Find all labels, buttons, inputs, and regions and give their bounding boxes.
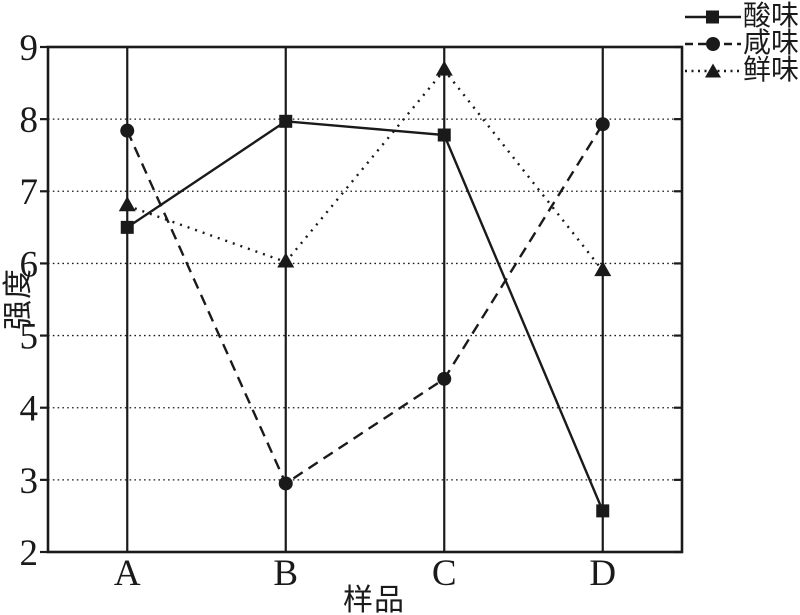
x-category-label: C xyxy=(432,553,457,594)
dotted-line-triangle-marker-icon xyxy=(684,63,741,77)
legend-label-umami: 鲜味 xyxy=(742,55,799,86)
square-marker xyxy=(279,114,293,128)
triangle-marker xyxy=(118,196,136,212)
dashed-line-circle-marker-icon xyxy=(684,36,741,51)
x-category-label: B xyxy=(273,553,298,594)
series-line-circle xyxy=(126,123,604,486)
triangle-marker xyxy=(594,261,612,277)
y-tick-label: 7 xyxy=(20,172,39,213)
y-tick-label: 4 xyxy=(20,389,39,430)
x-category-label: A xyxy=(114,553,141,594)
plot-border xyxy=(46,45,684,554)
square-marker xyxy=(596,504,610,518)
y-tick-label: 3 xyxy=(20,461,39,502)
y-tick-label: 2 xyxy=(20,533,39,574)
triangle-marker xyxy=(435,60,453,76)
y-tick-label: 5 xyxy=(20,317,39,358)
legend-label-sour: 酸味 xyxy=(742,1,799,32)
square-marker xyxy=(120,220,134,234)
legend-item-umami: 鲜味 xyxy=(684,55,799,86)
legend-label-salty: 咸味 xyxy=(742,28,799,59)
y-tick-label: 6 xyxy=(20,244,39,285)
legend-item-salty: 咸味 xyxy=(684,28,799,59)
legend-item-sour: 酸味 xyxy=(684,1,799,32)
y-tick-label: 8 xyxy=(20,100,39,141)
series-line-triangle xyxy=(126,68,604,272)
circle-marker xyxy=(120,123,135,138)
y-tick-label: 9 xyxy=(20,28,39,69)
circle-marker xyxy=(278,476,293,491)
solid-line-square-marker-icon xyxy=(684,10,741,23)
x-axis-title: 样品 xyxy=(343,584,405,615)
triangle-marker xyxy=(277,252,295,268)
circle-marker xyxy=(437,371,452,386)
chart-legend: 酸味 咸味 鲜味 xyxy=(684,1,799,86)
y-axis-title: 强度 xyxy=(2,268,35,330)
circle-marker xyxy=(595,117,610,132)
x-category-label: D xyxy=(589,553,616,594)
series-line-square xyxy=(126,120,604,512)
square-marker xyxy=(437,128,451,142)
